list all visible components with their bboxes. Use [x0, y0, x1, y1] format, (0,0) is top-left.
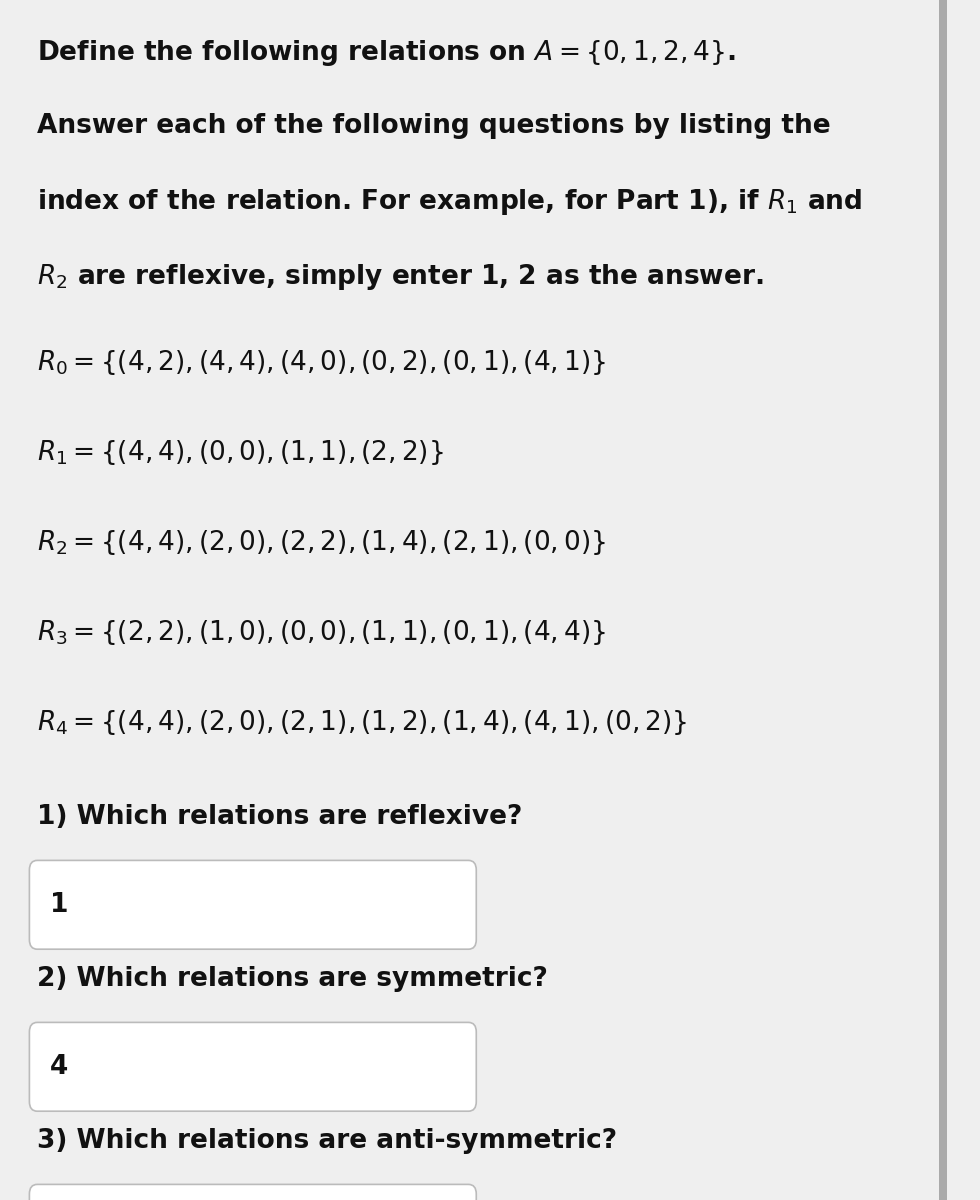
Text: $R_1 = \{(4, 4), (0, 0), (1, 1), (2, 2)\}$: $R_1 = \{(4, 4), (0, 0), (1, 1), (2, 2)\…: [37, 438, 444, 467]
Text: 1) Which relations are reflexive?: 1) Which relations are reflexive?: [37, 804, 522, 830]
Text: index of the relation. For example, for Part 1), if $R_1$ and: index of the relation. For example, for …: [37, 187, 862, 217]
Text: $R_3 = \{(2, 2), (1, 0), (0, 0), (1, 1), (0, 1), (4, 4)\}$: $R_3 = \{(2, 2), (1, 0), (0, 0), (1, 1),…: [37, 618, 607, 647]
Text: 1: 1: [50, 892, 69, 918]
Text: $R_2$ are reflexive, simply enter 1, 2 as the answer.: $R_2$ are reflexive, simply enter 1, 2 a…: [37, 262, 763, 292]
Text: 3) Which relations are anti-symmetric?: 3) Which relations are anti-symmetric?: [37, 1128, 617, 1154]
Text: $R_0 = \{(4, 2), (4, 4), (4, 0), (0, 2), (0, 1), (4, 1)\}$: $R_0 = \{(4, 2), (4, 4), (4, 0), (0, 2),…: [37, 348, 607, 377]
FancyBboxPatch shape: [29, 860, 476, 949]
Text: 4: 4: [50, 1054, 69, 1080]
Text: $R_2 = \{(4, 4), (2, 0), (2, 2), (1, 4), (2, 1), (0, 0)\}$: $R_2 = \{(4, 4), (2, 0), (2, 2), (1, 4),…: [37, 528, 607, 557]
Text: Define the following relations on $A = \{0, 1, 2, 4\}$.: Define the following relations on $A = \…: [37, 38, 736, 68]
FancyBboxPatch shape: [29, 1184, 476, 1200]
Text: Answer each of the following questions by listing the: Answer each of the following questions b…: [37, 113, 831, 139]
FancyBboxPatch shape: [939, 0, 947, 1200]
Text: 2) Which relations are symmetric?: 2) Which relations are symmetric?: [37, 966, 548, 992]
FancyBboxPatch shape: [29, 1022, 476, 1111]
Text: $R_4 = \{(4, 4), (2, 0), (2, 1), (1, 2), (1, 4), (4, 1), (0, 2)\}$: $R_4 = \{(4, 4), (2, 0), (2, 1), (1, 2),…: [37, 708, 688, 737]
